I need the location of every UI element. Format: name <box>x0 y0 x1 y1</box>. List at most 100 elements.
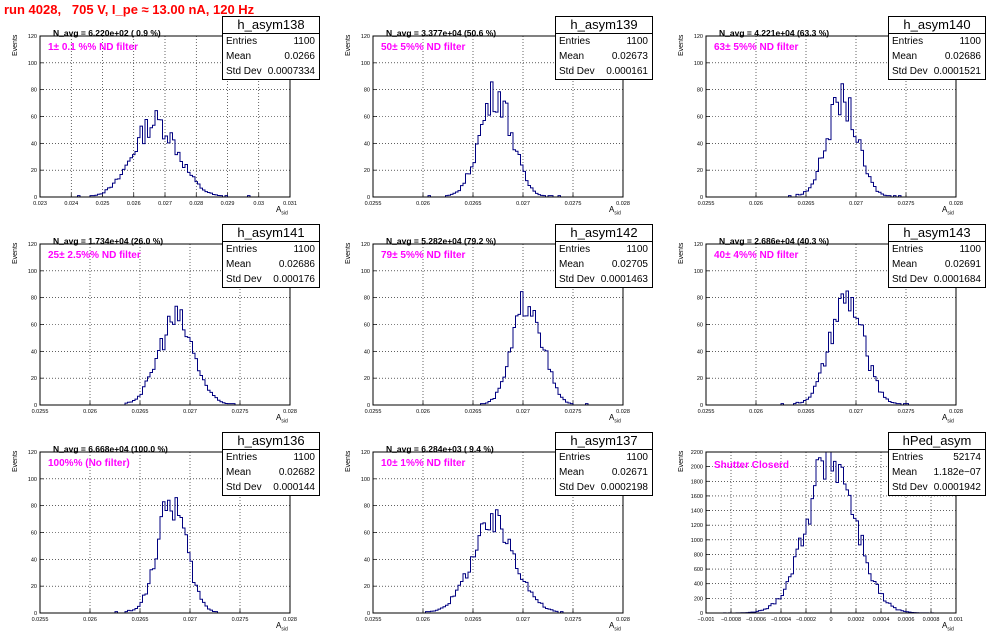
stats-row-std: Std Dev 0.000176 <box>223 272 319 287</box>
stats-value-std: 0.0001521 <box>933 66 981 77</box>
x-tick-label: 0.028 <box>949 409 963 415</box>
x-tick-label: 0.001 <box>949 617 963 623</box>
x-tick-label: 0.0265 <box>465 409 482 415</box>
panel-h_asym143: 0.0255 0.026 0.0265 0.027 0.0275 0.028 0 20 40 60… <box>666 222 998 430</box>
y-tick-label: 0 <box>700 611 703 617</box>
x-tick-label: 0.027 <box>516 201 530 207</box>
stats-label-mean: Mean <box>559 259 585 270</box>
plot-h_asym136: 0.0255 0.026 0.0265 0.027 0.0275 0.028 0 20 40 60… <box>28 450 297 623</box>
y-tick-label: 60 <box>31 115 37 121</box>
y-tick-label: 0 <box>34 195 37 201</box>
histogram-line <box>373 291 623 406</box>
stats-label-entries: Entries <box>226 36 258 47</box>
x-tick-label: −0.0004 <box>771 617 791 623</box>
navg-label: N_avg = 6.668e+04 (100.0 %) <box>53 444 168 454</box>
filter-note: 1± 0.1 %% ND filter <box>48 42 138 53</box>
x-tick-label: 0.028 <box>283 617 297 623</box>
stats-box: h_asym139 Entries 1100 Mean 0.02673 Std Dev 0.… <box>555 16 653 80</box>
x-tick-label: 0.026 <box>416 201 430 207</box>
x-tick-label: 0.026 <box>749 409 763 415</box>
y-tick-label: 20 <box>364 584 370 590</box>
y-tick-label: 60 <box>364 531 370 537</box>
navg-label: N_avg = 6.284e+03 ( 9.4 %) <box>386 444 494 454</box>
y-tick-label: 80 <box>31 504 37 510</box>
stats-value-std: 0.0002198 <box>600 482 648 493</box>
x-tick-label: 0.024 <box>64 201 78 207</box>
stats-value-entries: 1100 <box>959 36 981 47</box>
stats-label-entries: Entries <box>559 36 591 47</box>
stats-value-mean: 0.02671 <box>611 467 648 478</box>
x-tick-label: 0.025 <box>96 201 110 207</box>
stats-value-std: 0.000144 <box>273 482 315 493</box>
x-tick-label: 0.0275 <box>232 409 249 415</box>
x-tick-label: 0.0275 <box>565 617 582 623</box>
stats-row-entries: Entries 1100 <box>556 242 652 257</box>
stats-value-mean: 0.0266 <box>284 51 315 62</box>
x-axis-label: Asid <box>942 621 954 633</box>
y-tick-label: 100 <box>694 269 703 275</box>
x-axis-symbol: A <box>276 205 282 214</box>
x-tick-label: 0.027 <box>849 201 863 207</box>
stats-row-mean: Mean 0.02686 <box>223 257 319 272</box>
histogram-line <box>706 290 956 406</box>
y-tick-label: 120 <box>28 450 37 456</box>
x-tick-label: 0.0275 <box>898 201 915 207</box>
panel-h_asym136: 0.0255 0.026 0.0265 0.027 0.0275 0.028 0 20 40 60… <box>0 430 332 638</box>
histogram-line <box>373 509 623 614</box>
stats-title: h_asym141 <box>223 225 319 242</box>
y-tick-label: 40 <box>31 557 37 563</box>
x-tick-label: 0.026 <box>83 617 97 623</box>
y-tick-label: 80 <box>31 296 37 302</box>
panel-h_asym141: 0.0255 0.026 0.0265 0.027 0.0275 0.028 0 20 40 60… <box>0 222 332 430</box>
stats-row-entries: Entries 52174 <box>889 450 985 465</box>
stats-label-std: Std Dev <box>892 482 928 493</box>
plot-h_asym137: 0.0255 0.026 0.0265 0.027 0.0275 0.028 0 20 40 60… <box>361 450 630 623</box>
stats-value-entries: 1100 <box>626 244 648 255</box>
y-tick-label: 120 <box>28 34 37 40</box>
x-tick-label: 0.0006 <box>898 617 915 623</box>
stats-row-std: Std Dev 0.0001521 <box>889 64 985 79</box>
stats-row-std: Std Dev 0.0007334 <box>223 64 319 79</box>
stats-label-mean: Mean <box>559 51 585 62</box>
stats-value-entries: 1100 <box>626 452 648 463</box>
y-tick-label: 40 <box>364 557 370 563</box>
y-tick-label: 0 <box>367 195 370 201</box>
stats-row-std: Std Dev 0.000144 <box>223 480 319 495</box>
stats-row-entries: Entries 1100 <box>223 34 319 49</box>
navg-label: N_avg = 3.377e+04 (50.6 %) <box>386 28 497 38</box>
stats-value-mean: 0.02673 <box>611 51 648 62</box>
stats-box: h_asym140 Entries 1100 Mean 0.02686 Std Dev 0.… <box>888 16 986 80</box>
y-tick-label: 1200 <box>691 523 703 529</box>
y-tick-label: 80 <box>364 296 370 302</box>
plot-h_asym143: 0.0255 0.026 0.0265 0.027 0.0275 0.028 0 20 40 60… <box>694 242 963 415</box>
stats-row-std: Std Dev 0.0001684 <box>889 272 985 287</box>
x-tick-label: −0.0008 <box>721 617 741 623</box>
y-axis-label: Events <box>345 450 352 472</box>
x-axis-symbol: A <box>609 205 615 214</box>
stats-label-std: Std Dev <box>226 66 262 77</box>
stats-label-mean: Mean <box>892 467 918 478</box>
y-tick-label: 40 <box>31 349 37 355</box>
y-tick-label: 40 <box>31 141 37 147</box>
stats-box: h_asym137 Entries 1100 Mean 0.02671 Std Dev 0.… <box>555 432 653 496</box>
histogram-line <box>40 305 290 406</box>
page-title: run 4028, 705 V, I_pe ≈ 13.00 nA, 120 Hz <box>4 2 255 17</box>
stats-box: hPed_asym Entries 52174 Mean 1.182e−07 Std De… <box>888 432 986 496</box>
filter-note: 79± 5%% ND filter <box>381 250 466 261</box>
x-tick-label: 0.0265 <box>465 201 482 207</box>
plot-frame <box>39 35 291 198</box>
stats-value-mean: 0.02691 <box>944 259 981 270</box>
y-tick-label: 1000 <box>691 538 703 544</box>
y-tick-label: 120 <box>361 242 370 248</box>
stats-row-std: Std Dev 0.0001463 <box>556 272 652 287</box>
x-tick-label: 0.0255 <box>698 201 715 207</box>
histogram-line <box>706 451 956 614</box>
stats-row-std: Std Dev 0.0001942 <box>889 480 985 495</box>
x-axis-label: Asid <box>276 413 288 425</box>
x-axis-symbol: A <box>942 205 948 214</box>
stats-label-entries: Entries <box>226 244 258 255</box>
stats-row-mean: Mean 0.02691 <box>889 257 985 272</box>
stats-label-entries: Entries <box>892 36 924 47</box>
stats-title: h_asym142 <box>556 225 652 242</box>
x-tick-label: 0.026 <box>416 409 430 415</box>
